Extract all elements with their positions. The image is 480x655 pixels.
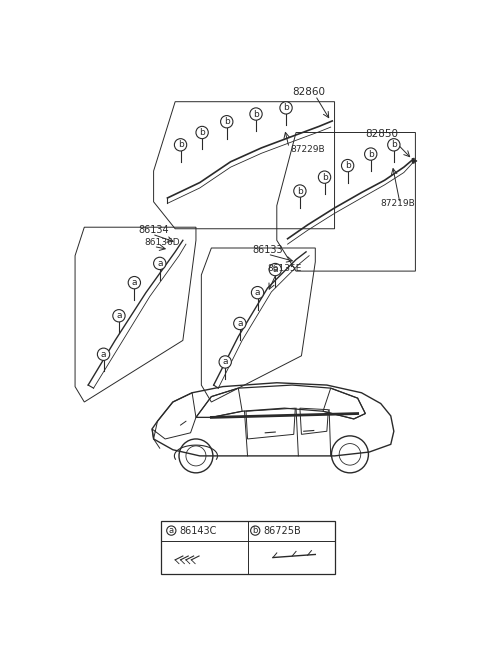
Text: b: b (322, 173, 327, 181)
Text: b: b (391, 140, 396, 149)
Text: 86136D: 86136D (144, 238, 180, 247)
Circle shape (269, 263, 281, 276)
Text: a: a (116, 311, 122, 320)
Bar (161, 521, 335, 574)
Circle shape (221, 115, 233, 128)
Text: 86143C: 86143C (179, 525, 216, 536)
Circle shape (234, 317, 246, 329)
Circle shape (251, 526, 260, 535)
Text: 86135E: 86135E (267, 263, 302, 272)
Text: b: b (224, 117, 229, 126)
Circle shape (318, 171, 331, 183)
Circle shape (154, 257, 166, 270)
Circle shape (196, 126, 208, 139)
Text: a: a (255, 288, 260, 297)
Text: 86725B: 86725B (263, 525, 300, 536)
Text: a: a (273, 265, 278, 274)
Circle shape (174, 139, 187, 151)
Circle shape (167, 526, 176, 535)
Text: a: a (169, 526, 174, 535)
Text: b: b (345, 161, 350, 170)
Text: b: b (283, 103, 289, 113)
Text: b: b (199, 128, 205, 137)
Text: b: b (368, 149, 373, 159)
Circle shape (252, 286, 264, 299)
Text: 82850: 82850 (365, 129, 398, 139)
Circle shape (280, 102, 292, 114)
Text: a: a (101, 350, 106, 359)
Text: a: a (132, 278, 137, 287)
Text: a: a (157, 259, 163, 268)
Polygon shape (412, 159, 417, 163)
Circle shape (250, 108, 262, 120)
Text: 86134: 86134 (138, 225, 169, 235)
Text: a: a (222, 358, 228, 366)
Text: b: b (253, 109, 259, 119)
Circle shape (97, 348, 110, 360)
Circle shape (365, 148, 377, 160)
Text: b: b (178, 140, 183, 149)
Circle shape (113, 310, 125, 322)
Text: b: b (297, 187, 303, 196)
Circle shape (388, 139, 400, 151)
Text: 87229B: 87229B (291, 145, 325, 154)
Text: 82860: 82860 (292, 88, 325, 98)
Circle shape (219, 356, 231, 368)
Text: b: b (252, 526, 258, 535)
Text: 86133: 86133 (252, 246, 283, 255)
Circle shape (128, 276, 141, 289)
Text: 87219B: 87219B (381, 199, 416, 208)
Text: a: a (237, 319, 242, 328)
Circle shape (294, 185, 306, 197)
Circle shape (341, 159, 354, 172)
